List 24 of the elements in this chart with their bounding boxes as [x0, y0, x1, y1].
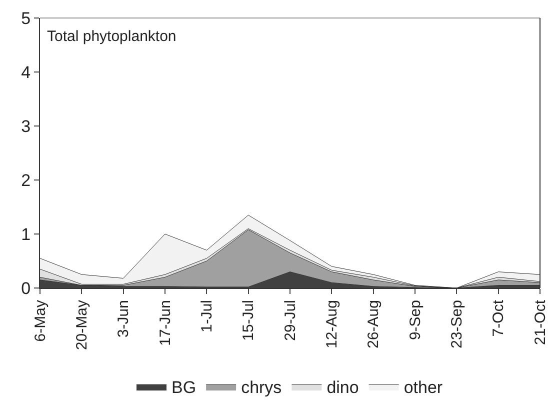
x-tick-label: 15-Jul [240, 300, 258, 341]
x-tick-label: 7-Oct [490, 299, 508, 337]
legend-label: dino [326, 378, 359, 398]
y-tick-label: 5 [21, 8, 31, 28]
y-tick-label: 0 [21, 278, 31, 298]
x-tick-label: 23-Sep [448, 300, 466, 348]
x-tick-label: 21-Oct [532, 299, 549, 346]
x-tick-label: 6-May [32, 300, 49, 342]
y-tick-label: 2 [21, 170, 31, 190]
text: Total phytoplankton [47, 28, 176, 45]
legend-label: chrys [241, 378, 282, 398]
x-tick-label: 9-Sep [406, 300, 424, 340]
x-tick-label: 3-Jun [115, 300, 132, 338]
x-tick-label: 17-Jun [156, 300, 174, 346]
y-tick-label: 3 [21, 116, 31, 136]
x-tick-label: 1-Jul [198, 300, 216, 333]
y-tick-label: 4 [21, 62, 31, 82]
x-tick-label: 29-Jul [282, 300, 299, 341]
x-tick-label: 20-May [74, 300, 91, 350]
legend-label: BG [172, 378, 196, 398]
legend-label: other [404, 378, 443, 398]
x-tick-label: 26-Aug [365, 300, 382, 348]
x-tick-label: 12-Aug [324, 300, 341, 348]
y-tick-label: 1 [21, 224, 31, 244]
